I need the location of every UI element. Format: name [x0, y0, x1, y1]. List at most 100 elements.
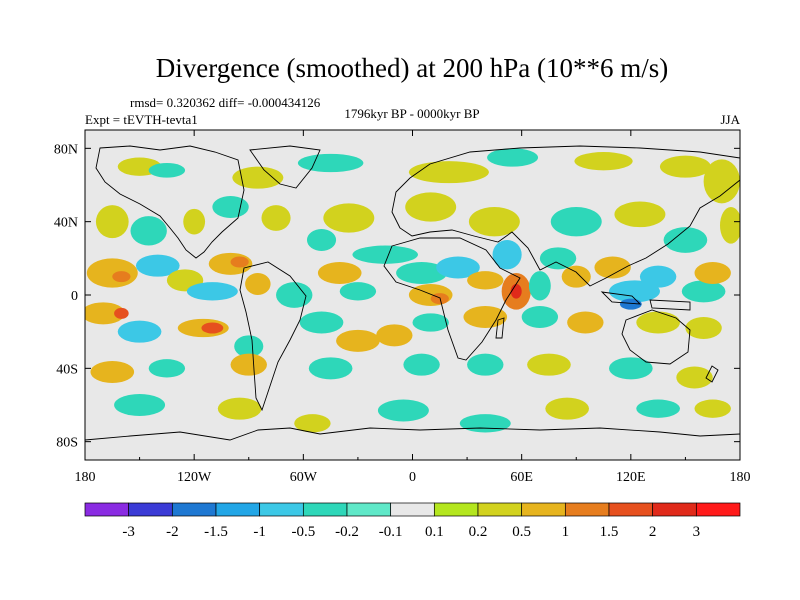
- field-region: [594, 256, 631, 279]
- field-region: [609, 280, 660, 303]
- y-tick-label: 40N: [54, 216, 78, 231]
- colorbar-swatch: [695, 502, 741, 517]
- coastline-greenland: [249, 145, 321, 189]
- x-tick-label: 0: [409, 470, 416, 485]
- field-region: [186, 282, 238, 301]
- colorbar-swatch: [564, 502, 610, 517]
- field-region: [528, 271, 551, 301]
- field-region: [117, 320, 162, 343]
- coastline-australia: [621, 309, 691, 365]
- colorbar-swatch: [259, 502, 304, 517]
- field-region: [412, 313, 449, 332]
- coastline-new-zealand: [705, 365, 719, 383]
- experiment-text: Expt = tEVTH-tevta1: [85, 112, 198, 127]
- field-region: [148, 359, 186, 378]
- colorbar-swatch: [390, 502, 435, 517]
- colorbar-label: -0.2: [335, 524, 359, 540]
- field-region: [574, 152, 633, 171]
- colorbar-swatch: [433, 502, 479, 517]
- field-region: [719, 207, 740, 244]
- field-region: [230, 353, 267, 376]
- coastline-madagascar: [495, 317, 505, 339]
- field-region: [676, 366, 713, 389]
- colorbar-swatch: [477, 502, 523, 517]
- field-region: [339, 282, 377, 301]
- field-region: [663, 227, 708, 253]
- field-region: [487, 148, 539, 167]
- colorbar-swatch: [521, 502, 566, 517]
- field-region: [609, 357, 653, 380]
- divergence-field: [85, 148, 740, 433]
- field-region: [294, 414, 331, 433]
- field-region: [245, 273, 271, 295]
- colorbar-label: -1.5: [204, 524, 228, 540]
- coastline-eurasia: [391, 145, 740, 287]
- field-region: [114, 394, 166, 416]
- colorbar-swatch: [128, 502, 173, 517]
- colorbar-label: 1.5: [600, 524, 619, 540]
- field-region: [614, 201, 666, 228]
- field-region: [114, 307, 129, 319]
- field-region: [201, 322, 224, 334]
- stats-text: rmsd= 0.320362 diff= -0.000434126: [130, 95, 321, 110]
- colorbar-label: -2: [166, 524, 179, 540]
- field-region: [619, 298, 642, 310]
- field-region: [352, 245, 418, 264]
- field-region: [232, 166, 284, 189]
- field-region: [681, 280, 726, 303]
- coastlines: [85, 145, 740, 441]
- field-region: [459, 414, 511, 433]
- x-tick-label: 60W: [290, 470, 318, 485]
- colorbar-swatch: [84, 502, 130, 517]
- coastline-north-america: [95, 145, 245, 259]
- field-region: [308, 357, 353, 380]
- colorbar-label: 1: [562, 524, 570, 540]
- field-region: [463, 306, 508, 328]
- field-region: [403, 353, 440, 376]
- y-tick-label: 80S: [56, 436, 78, 451]
- coastline-africa: [383, 237, 521, 361]
- field-region: [636, 311, 680, 334]
- colorbar-swatch: [346, 502, 392, 517]
- x-tick-label: 180: [75, 470, 96, 485]
- colorbar-label: 2: [649, 524, 657, 540]
- field-region: [567, 311, 604, 334]
- field-region: [376, 324, 413, 347]
- field-region: [148, 163, 186, 178]
- colorbar-label: -0.1: [379, 524, 403, 540]
- field-region: [694, 399, 731, 418]
- field-region: [539, 247, 577, 270]
- field-region: [261, 205, 291, 231]
- field-region: [639, 265, 677, 288]
- field-region: [636, 399, 680, 418]
- colorbar-label: 0.5: [512, 524, 531, 540]
- x-tick-label: 120W: [177, 470, 212, 485]
- field-region: [90, 361, 135, 383]
- y-axis: 80N 40N 0 40S 80S: [54, 142, 740, 451]
- field-region: [212, 196, 249, 218]
- field-region: [685, 317, 722, 339]
- field-region: [183, 208, 206, 235]
- field-region: [130, 216, 167, 246]
- field-region: [336, 329, 380, 352]
- field-region: [467, 353, 504, 376]
- colorbar-swatch: [215, 502, 261, 517]
- field-region: [467, 271, 504, 290]
- y-tick-label: 40S: [56, 362, 78, 377]
- colorbar-label: -3: [122, 524, 135, 540]
- season-label: JJA: [720, 112, 740, 127]
- coastline-south-america: [239, 261, 307, 412]
- y-tick-label: 0: [71, 289, 78, 304]
- field-region: [135, 254, 180, 277]
- field-region: [95, 205, 129, 239]
- colorbar-swatch: [608, 502, 654, 517]
- colorbar-label: 0.1: [425, 524, 444, 540]
- y-tick-label: 80N: [54, 142, 78, 157]
- field-region: [85, 302, 126, 325]
- field-region: [317, 262, 362, 284]
- field-region: [396, 262, 448, 284]
- coastline-antarctica: [85, 427, 740, 441]
- field-region: [703, 159, 740, 204]
- colorbar-swatch: [302, 502, 348, 517]
- field-region: [217, 397, 262, 420]
